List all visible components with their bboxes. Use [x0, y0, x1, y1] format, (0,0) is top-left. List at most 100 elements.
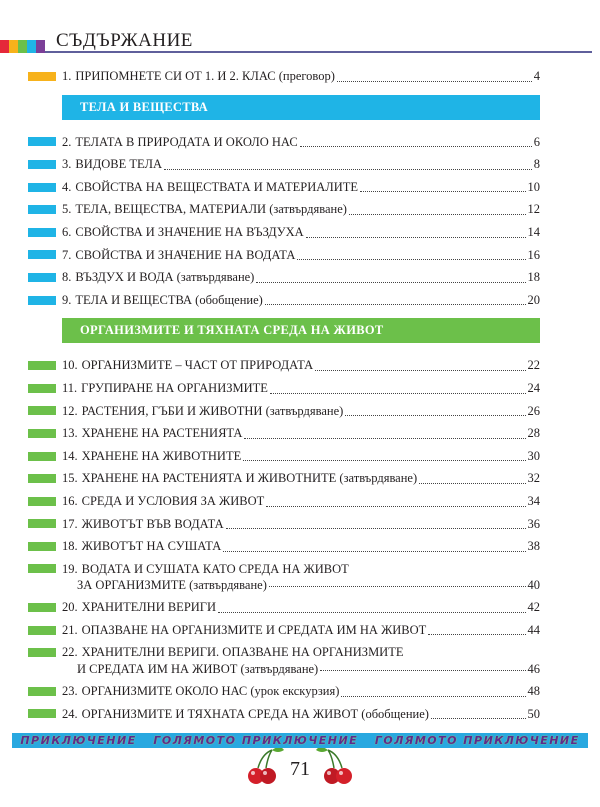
entry-number: 9.: [62, 292, 72, 307]
entry-title: ТЕЛАТА В ПРИРОДАТА И ОКОЛО НАС: [75, 134, 298, 149]
entry-number: 12.: [62, 403, 78, 418]
toc-entry: 23. ОРГАНИЗМИТЕ ОКОЛО НАС (урок екскурзия…: [28, 680, 540, 703]
entry-number: 2.: [62, 134, 72, 149]
entry-line: 20. ХРАНИТЕЛНИ ВЕРИГИ 42: [62, 596, 540, 619]
toc-entry: 18. ЖИВОТЪТ НА СУШАТА 38: [28, 535, 540, 558]
entry-line: 12. РАСТЕНИЯ, ГЪБИ И ЖИВОТНИ (затвърдяван…: [62, 400, 540, 423]
entry-page: 10: [527, 179, 541, 194]
entry-marker: [28, 603, 56, 613]
entry-marker: [28, 625, 56, 635]
entry-page: 46: [527, 661, 541, 676]
entry-line: 1. ПРИПОМНЕТЕ СИ ОТ 1. И 2. КЛАС (прегово…: [62, 65, 540, 88]
entry-number: 18.: [62, 539, 78, 554]
entry-page: 6: [533, 134, 540, 149]
entry-marker: [28, 250, 56, 260]
section-heading: ТЕЛА И ВЕЩЕСТВА: [62, 94, 540, 120]
entry-marker: [28, 159, 56, 169]
entry-marker: [28, 205, 56, 215]
toc-entry: 12. РАСТЕНИЯ, ГЪБИ И ЖИВОТНИ (затвърдяван…: [28, 400, 540, 423]
entry-line: 16. СРЕДА И УСЛОВИЯ ЗА ЖИВОТ 34: [62, 490, 540, 513]
entry-line: 5. ТЕЛА, ВЕЩЕСТВА, МАТЕРИАЛИ (затвърдяван…: [62, 198, 540, 221]
toc-entry: 8. ВЪЗДУХ И ВОДА (затвърдяване) 18: [28, 266, 540, 289]
entry-line: 2. ТЕЛАТА В ПРИРОДАТА И ОКОЛО НАС 6: [62, 131, 540, 154]
entry-title: СВОЙСТВА И ЗНАЧЕНИЕ НА ВЪЗДУХА: [75, 224, 304, 239]
entry-marker: [28, 564, 56, 574]
entry-marker: [28, 361, 56, 371]
leader: [243, 460, 526, 462]
entry-page: 12: [527, 202, 541, 217]
entry-page: 40: [527, 577, 541, 592]
entry-marker: [28, 227, 56, 237]
entry-line: 8. ВЪЗДУХ И ВОДА (затвърдяване) 18: [62, 266, 540, 289]
entry-marker: [28, 137, 56, 147]
entry-title: ХРАНЕНЕ НА РАСТЕНИЯТА И ЖИВОТНИТЕ (затвъ…: [81, 471, 418, 486]
entry-page: 30: [527, 448, 541, 463]
entry-page: 22: [527, 358, 541, 373]
entry-number: 14.: [62, 448, 78, 463]
entry-marker: [28, 519, 56, 529]
entry-marker: [28, 709, 56, 719]
toc-entry: 9. ТЕЛА И ВЕЩЕСТВА (обобщение) 20: [28, 289, 540, 312]
leader: [264, 304, 526, 306]
entry-title: ТЕЛА, ВЕЩЕСТВА, МАТЕРИАЛИ (затвърдяване): [75, 202, 347, 217]
leader: [218, 611, 526, 613]
entry-title: ЗА ОРГАНИЗМИТЕ (затвърдяване): [77, 577, 267, 592]
toc-entry: 17. ЖИВОТЪТ ВЪВ ВОДАТА 36: [28, 513, 540, 536]
entry-line: 15. ХРАНЕНЕ НА РАСТЕНИЯТА И ЖИВОТНИТЕ (за…: [62, 467, 540, 490]
entry-marker: [28, 541, 56, 551]
entry-line: 19. ВОДАТА И СУШАТА КАТО СРЕДА НА ЖИВОТ: [62, 561, 540, 577]
cherries-right: [316, 747, 352, 784]
entry-page: 38: [527, 539, 541, 554]
entry-marker: [28, 451, 56, 461]
entry-marker: [28, 474, 56, 484]
entry-page: 50: [527, 706, 541, 721]
leader: [268, 586, 526, 588]
entry-number: 21.: [62, 622, 78, 637]
entry-marker: [28, 648, 56, 658]
leader: [430, 718, 526, 720]
entry-line: 24. ОРГАНИЗМИТЕ И ТЯХНАТА СРЕДА НА ЖИВОТ …: [62, 703, 540, 726]
entry-number: 20.: [62, 600, 78, 615]
entry-marker: [28, 406, 56, 416]
leader: [428, 634, 526, 636]
page-number: 71: [290, 758, 310, 780]
entry-number: 15.: [62, 471, 78, 486]
entry-page: 8: [533, 157, 540, 172]
entry-number: 5.: [62, 202, 72, 217]
toc-entry: 13. ХРАНЕНЕ НА РАСТЕНИЯТА 28: [28, 422, 540, 445]
entry-page: 34: [527, 493, 541, 508]
entry-title: ПРИПОМНЕТЕ СИ ОТ 1. И 2. КЛАС (преговор): [75, 69, 335, 83]
leader: [360, 191, 526, 193]
leader: [269, 392, 526, 394]
entry-title: ЖИВОТЪТ ВЪВ ВОДАТА: [81, 516, 224, 531]
leader: [225, 528, 526, 530]
entry-line: 10. ОРГАНИЗМИТЕ – ЧАСТ ОТ ПРИРОДАТА 22: [62, 354, 540, 377]
toc-entry: 16. СРЕДА И УСЛОВИЯ ЗА ЖИВОТ 34: [28, 490, 540, 513]
entry-title: ОПАЗВАНЕ НА ОРГАНИЗМИТЕ И СРЕДАТА ИМ НА …: [81, 622, 427, 637]
leader: [320, 670, 526, 672]
toc-entry: 6. СВОЙСТВА И ЗНАЧЕНИЕ НА ВЪЗДУХА 14: [28, 221, 540, 244]
entry-number: 23.: [62, 684, 78, 699]
entry-line: И СРЕДАТА ИМ НА ЖИВОТ (затвърдяване) 46: [62, 661, 540, 677]
entry-title: СВОЙСТВА НА ВЕЩЕСТВАТА И МАТЕРИАЛИТЕ: [75, 179, 359, 194]
toc-entry: 24. ОРГАНИЗМИТЕ И ТЯХНАТА СРЕДА НА ЖИВОТ …: [28, 703, 540, 726]
leader: [305, 236, 526, 238]
entry-page: 20: [527, 292, 541, 307]
leader: [419, 482, 526, 484]
entry-title: ОРГАНИЗМИТЕ – ЧАСТ ОТ ПРИРОДАТА: [81, 358, 314, 373]
entry-title: ОРГАНИЗМИТЕ И ТЯХНАТА СРЕДА НА ЖИВОТ (об…: [81, 706, 429, 721]
entry-page: 24: [527, 380, 541, 395]
entry-title: ГРУПИРАНЕ НА ОРГАНИЗМИТЕ: [81, 380, 268, 395]
entry-line: 3. ВИДОВЕ ТЕЛА 8: [62, 153, 540, 176]
entry-page: 32: [527, 471, 541, 486]
entry-number: 22.: [62, 645, 78, 660]
entry-title: ВОДАТА И СУШАТА КАТО СРЕДА НА ЖИВОТ: [81, 561, 349, 576]
entry-number: 8.: [62, 270, 72, 285]
entry-number: 1.: [62, 69, 72, 83]
entry-marker: [28, 182, 56, 192]
entry-line: 6. СВОЙСТВА И ЗНАЧЕНИЕ НА ВЪЗДУХА 14: [62, 221, 540, 244]
toc-entry: 10. ОРГАНИЗМИТЕ – ЧАСТ ОТ ПРИРОДАТА 22: [28, 354, 540, 377]
footer-banner: ПРИКЛЮЧЕНИЕ ГОЛЯМОТО ПРИКЛЮЧЕНИЕ ГОЛЯМОТО …: [12, 733, 588, 748]
